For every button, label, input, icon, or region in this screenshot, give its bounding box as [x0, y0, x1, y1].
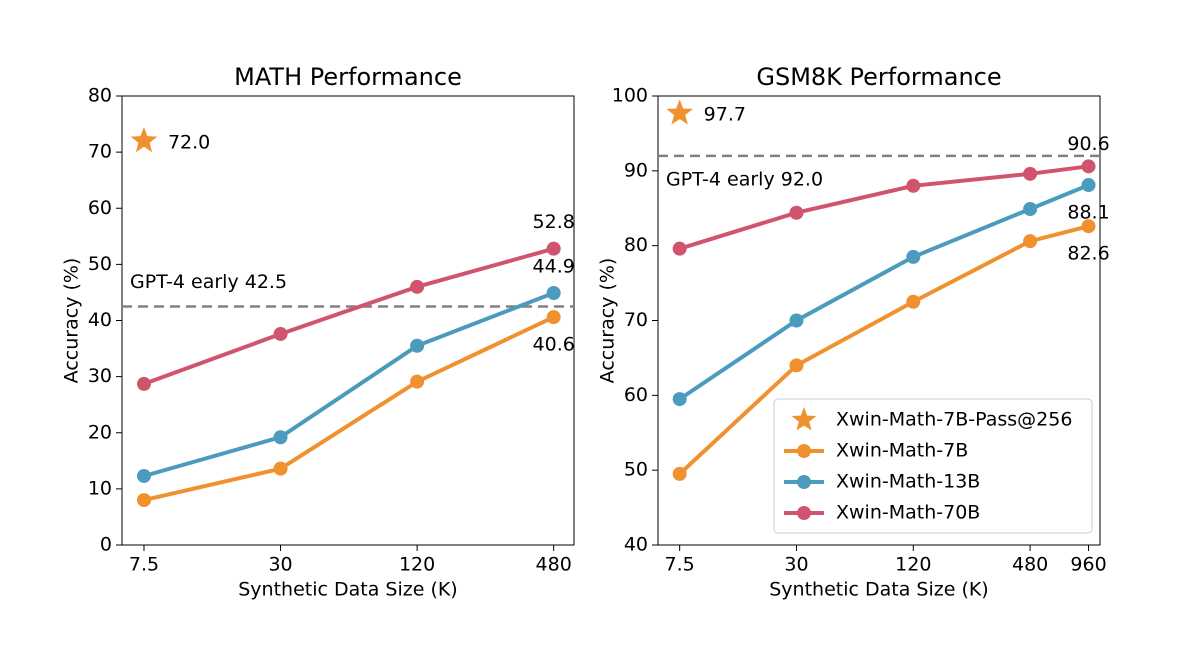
data-point	[789, 313, 804, 328]
data-point	[136, 376, 151, 391]
y-tick-label: 0	[100, 534, 112, 556]
data-point	[1081, 178, 1096, 193]
legend-star	[791, 407, 817, 431]
data-point	[1023, 166, 1038, 181]
highlight-label: 72.0	[168, 131, 210, 153]
legend-box	[773, 398, 1093, 534]
data-point	[546, 310, 561, 325]
x-tick-label: 120	[399, 554, 435, 576]
data-point	[1081, 159, 1096, 174]
value-label: 90.6	[1067, 133, 1109, 155]
y-tick-label: 70	[624, 309, 648, 331]
series-line	[678, 183, 1090, 401]
legend-label: Xwin-Math-7B	[836, 440, 968, 462]
y-tick-label: 60	[88, 197, 112, 219]
data-point	[136, 493, 151, 508]
x-tick-label: 7.5	[665, 554, 695, 576]
y-tick-label: 40	[624, 534, 648, 556]
data-point	[672, 241, 687, 256]
chart-title: MATH Performance	[234, 63, 462, 91]
legend-label: Xwin-Math-13B	[836, 471, 980, 493]
data-point	[273, 461, 288, 476]
y-axis-label: Accuracy (%)	[61, 258, 83, 384]
y-tick-label: 70	[88, 141, 112, 163]
legend-marker	[797, 444, 811, 458]
series-line	[143, 246, 555, 386]
series-line	[143, 291, 555, 478]
y-tick-label: 60	[624, 384, 648, 406]
y-tick-label: 50	[624, 459, 648, 481]
data-point	[1023, 201, 1038, 216]
x-tick-label: 120	[895, 554, 931, 576]
legend-label: Xwin-Math-70B	[836, 502, 980, 524]
data-point	[906, 178, 921, 193]
reference-label: GPT-4 early 42.5	[130, 271, 287, 293]
data-point	[546, 285, 561, 300]
x-tick-label: 480	[536, 554, 572, 576]
x-tick-label: 480	[1012, 554, 1048, 576]
data-point	[1081, 219, 1096, 234]
data-point	[789, 358, 804, 373]
x-axis-label: Synthetic Data Size (K)	[238, 579, 457, 601]
data-point	[410, 338, 425, 353]
data-point	[273, 326, 288, 341]
data-point	[410, 374, 425, 389]
value-label: 44.9	[533, 255, 575, 277]
data-point	[410, 279, 425, 294]
x-tick-label: 30	[268, 554, 292, 576]
value-label: 82.6	[1067, 243, 1109, 265]
value-label: 52.8	[533, 211, 575, 233]
y-tick-label: 40	[88, 309, 112, 331]
x-axis-label: Synthetic Data Size (K)	[769, 579, 988, 601]
y-tick-label: 90	[624, 159, 648, 181]
value-label: 40.6	[533, 334, 575, 356]
x-tick-label: 960	[1070, 554, 1106, 576]
data-point	[672, 466, 687, 481]
data-point	[546, 241, 561, 256]
data-point	[273, 430, 288, 445]
data-point	[136, 468, 151, 483]
y-tick-label: 30	[88, 365, 112, 387]
series-line	[143, 315, 555, 503]
y-tick-label: 50	[88, 253, 112, 275]
highlight-star	[130, 126, 158, 153]
plot-frame	[657, 95, 1101, 546]
data-point	[789, 205, 804, 220]
chart-title: GSM8K Performance	[756, 63, 1001, 91]
y-tick-label: 100	[612, 85, 648, 107]
y-tick-label: 20	[88, 421, 112, 443]
value-label: 88.1	[1067, 202, 1109, 224]
data-point	[672, 392, 687, 407]
y-axis-label: Accuracy (%)	[597, 258, 619, 384]
x-tick-label: 7.5	[129, 554, 159, 576]
highlight-label: 97.7	[704, 104, 746, 126]
plot-frame	[121, 95, 575, 546]
legend-marker	[797, 475, 811, 489]
legend-label: Xwin-Math-7B-Pass@256	[836, 409, 1072, 431]
data-point	[906, 294, 921, 309]
y-tick-label: 10	[88, 477, 112, 499]
legend-marker	[797, 506, 811, 520]
y-tick-label: 80	[88, 85, 112, 107]
y-tick-label: 80	[624, 234, 648, 256]
reference-label: GPT-4 early 92.0	[666, 168, 823, 190]
x-tick-label: 30	[784, 554, 808, 576]
data-point	[906, 249, 921, 264]
highlight-star	[666, 99, 693, 125]
data-point	[1023, 234, 1038, 249]
